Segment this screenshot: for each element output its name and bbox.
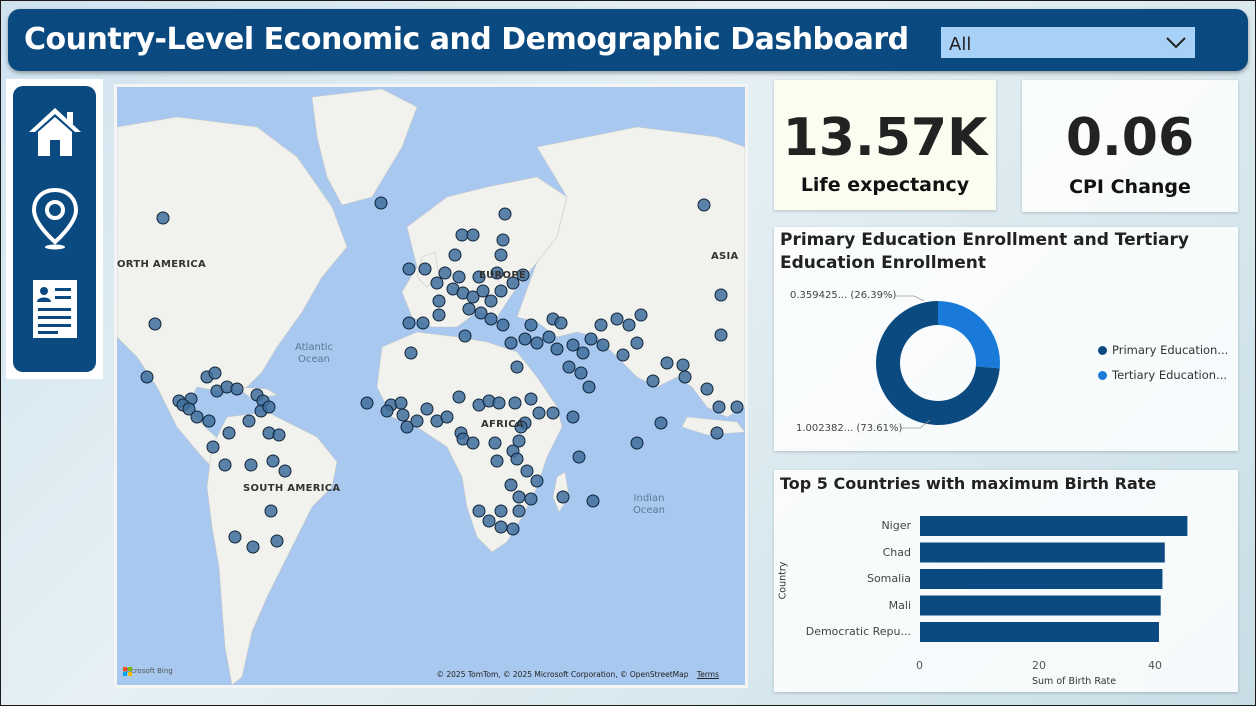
bar-chart-title: Top 5 Countries with maximum Birth Rate bbox=[780, 474, 1157, 493]
map-button[interactable] bbox=[27, 186, 83, 250]
label-north-america: ORTH AMERICA bbox=[117, 259, 207, 270]
donut-label-leaders bbox=[894, 295, 931, 429]
kpi-cpi-change: 0.06 CPI Change bbox=[1022, 80, 1238, 212]
land-greenland bbox=[311, 88, 418, 206]
bar-y-axis-label: Country bbox=[777, 561, 789, 600]
kpi-life-expectancy: 13.57K Life expectancy bbox=[774, 80, 996, 210]
legend-primary-dot bbox=[1098, 345, 1107, 355]
label-europe: EUROPE bbox=[479, 270, 527, 281]
chevron-down-icon bbox=[1166, 36, 1186, 48]
header-bar: Country-Level Economic and Demographic D… bbox=[8, 9, 1248, 71]
label-asia: ASIA bbox=[711, 251, 739, 262]
donut-title-line2: Education Enrollment bbox=[780, 253, 986, 273]
bar-category-label: Niger bbox=[881, 519, 911, 532]
label-africa: AFRICA bbox=[481, 419, 524, 430]
legend-tertiary-label: Tertiary Education... bbox=[1112, 368, 1228, 382]
kpi-cpi-change-value: 0.06 bbox=[1065, 108, 1195, 168]
kpi-life-expectancy-value: 13.57K bbox=[782, 108, 988, 168]
terms-link[interactable]: Terms bbox=[696, 670, 719, 679]
bing-logo: Microsoft Bing bbox=[123, 667, 173, 676]
label-atlantic-line2: Ocean bbox=[298, 354, 331, 365]
land-europe bbox=[401, 176, 568, 328]
country-points bbox=[140, 196, 744, 554]
donut-title: Primary Education Enrollment and Tertiar… bbox=[780, 229, 1189, 275]
bar-category-label: Democratic Repu... bbox=[805, 625, 911, 638]
kpi-life-expectancy-label: Life expectancy bbox=[800, 174, 970, 196]
document-icon bbox=[33, 280, 77, 338]
land-indonesia bbox=[681, 416, 745, 436]
filter-value: All bbox=[949, 34, 972, 55]
legend-primary[interactable]: Primary Education... bbox=[1098, 343, 1228, 357]
microsoft-logo-icon bbox=[123, 667, 132, 676]
home-button[interactable] bbox=[27, 104, 83, 166]
map-attribution: © 2025 TomTom, © 2025 Microsoft Corporat… bbox=[437, 670, 720, 679]
education-donut-card: Primary Education Enrollment and Tertiar… bbox=[774, 227, 1238, 451]
bar-2[interactable] bbox=[920, 569, 1163, 589]
label-indian-line1: Indian bbox=[633, 493, 665, 504]
kpi-cpi-change-label: CPI Change bbox=[1069, 176, 1191, 198]
label-south-america: SOUTH AMERICA bbox=[243, 483, 341, 494]
bar-3[interactable] bbox=[920, 595, 1161, 616]
bar-x-tick: 20 bbox=[1032, 659, 1046, 672]
home-icon bbox=[29, 108, 81, 156]
donut-label-tertiary: 0.359425... (26.39%) bbox=[790, 290, 897, 301]
location-pin-icon bbox=[31, 187, 79, 250]
donut-chart[interactable] bbox=[868, 293, 1008, 433]
label-indian-ocean: Indian Ocean bbox=[633, 493, 665, 517]
bar-0[interactable] bbox=[920, 516, 1188, 536]
label-atlantic-line1: Atlantic bbox=[295, 342, 334, 353]
map-canvas bbox=[117, 88, 745, 685]
donut-label-primary: 1.002382... (73.61%) bbox=[796, 423, 903, 434]
attribution-text: © 2025 TomTom, © 2025 Microsoft Corporat… bbox=[436, 670, 689, 679]
donut-slice-primary[interactable] bbox=[876, 301, 1000, 425]
bar-category-label: Chad bbox=[882, 545, 911, 559]
bar-x-tick: 0 bbox=[916, 659, 923, 672]
page-title: Country-Level Economic and Demographic D… bbox=[24, 22, 909, 57]
country-filter-dropdown[interactable]: All bbox=[941, 27, 1195, 58]
bar-category-label: Mali bbox=[888, 598, 911, 612]
land-south-america bbox=[206, 411, 338, 685]
label-indian-line2: Ocean bbox=[633, 505, 665, 516]
legend-tertiary-dot bbox=[1098, 370, 1107, 380]
world-map[interactable]: ORTH AMERICA SOUTH AMERICA EUROPE AFRICA… bbox=[114, 84, 748, 688]
bar-x-tick: 40 bbox=[1148, 659, 1162, 672]
details-button[interactable] bbox=[27, 276, 83, 338]
bar-chart[interactable] bbox=[774, 470, 1238, 692]
bar-4[interactable] bbox=[920, 622, 1159, 642]
label-atlantic-ocean: Atlantic Ocean bbox=[295, 342, 333, 366]
bing-text: Microsoft Bing bbox=[123, 667, 173, 675]
bar-x-axis-label: Sum of Birth Rate bbox=[1032, 676, 1117, 687]
land-asia bbox=[516, 126, 745, 418]
donut-title-line1: Primary Education Enrollment and Tertiar… bbox=[780, 230, 1189, 250]
legend-primary-label: Primary Education... bbox=[1112, 343, 1229, 357]
bar-1[interactable] bbox=[920, 542, 1165, 563]
nav-panel bbox=[6, 79, 103, 379]
bar-category-label: Somalia bbox=[866, 572, 911, 585]
legend-tertiary[interactable]: Tertiary Education... bbox=[1098, 368, 1227, 382]
donut-slice-tertiary[interactable] bbox=[938, 301, 1000, 369]
birth-rate-bar-card: Top 5 Countries with maximum Birth Rate … bbox=[774, 470, 1238, 692]
nav-bar bbox=[13, 86, 96, 372]
